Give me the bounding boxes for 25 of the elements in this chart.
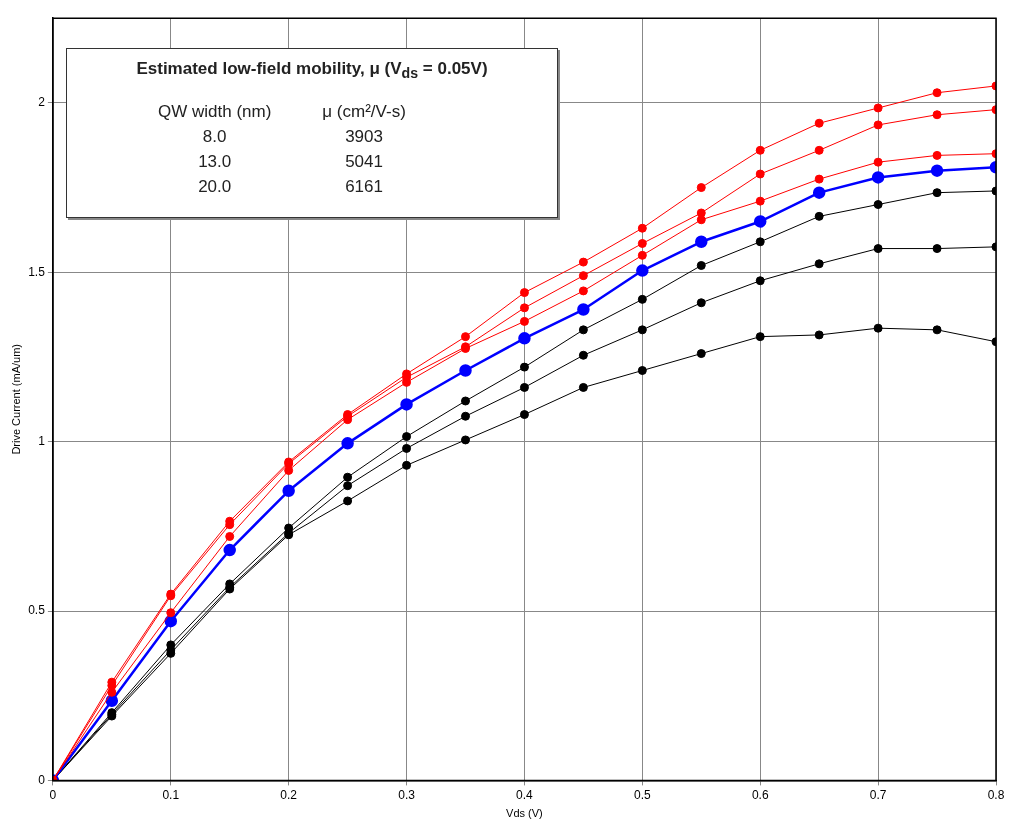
annotation: QW width (nm) (157, 101, 273, 124)
y-tick-label: 0.5 (28, 603, 46, 618)
y-tick-label: 1.5 (28, 264, 46, 279)
y-tick-label: 1 (38, 433, 46, 448)
x-tick-label: 0 (49, 787, 57, 802)
x-tick-label: 0.4 (516, 787, 534, 802)
x-tick-label: 0.6 (751, 787, 769, 802)
annotation: 6161 (344, 176, 384, 199)
annotation: 8.0 (201, 126, 228, 149)
x-axis-title: Vds (V) (506, 807, 543, 820)
y-axis-title: Drive Current (mA/um) (9, 343, 22, 455)
y-tick-label: 0 (38, 772, 46, 787)
x-tick-label: 0.3 (398, 787, 416, 802)
annotation: 20.0 (197, 176, 233, 199)
annotation: Estimated low-field mobility, μ (V$_{ds}$ = 0.05V) (135, 59, 489, 82)
annotation: 5041 (344, 151, 384, 174)
x-tick-label: 0.7 (869, 787, 887, 802)
annotation: μ (cm²/V-s) (321, 101, 407, 124)
annotation: 13.0 (197, 151, 233, 174)
x-tick-label: 0.2 (280, 787, 298, 802)
x-tick-label: 0.1 (162, 787, 180, 802)
x-tick-label: 0.5 (633, 787, 651, 802)
y-tick-label: 2 (38, 95, 46, 110)
x-tick-label: 0.8 (987, 787, 1005, 802)
annotation: 3903 (344, 126, 384, 149)
